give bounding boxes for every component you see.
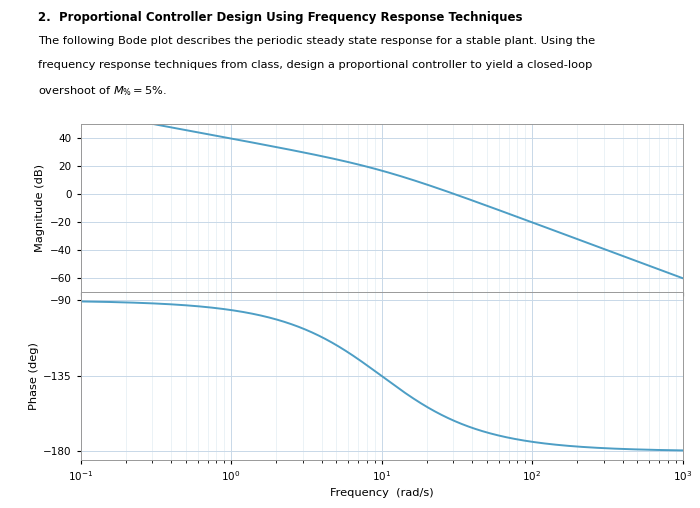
Text: 2.  Proportional Controller Design Using Frequency Response Techniques: 2. Proportional Controller Design Using … xyxy=(38,11,523,24)
Text: overshoot of $M_{\%} = 5\%$.: overshoot of $M_{\%} = 5\%$. xyxy=(38,84,167,98)
Y-axis label: Magnitude (dB): Magnitude (dB) xyxy=(36,164,46,252)
Y-axis label: Phase (deg): Phase (deg) xyxy=(29,342,38,410)
X-axis label: Frequency  (rad/s): Frequency (rad/s) xyxy=(330,488,433,498)
Text: The following Bode plot describes the periodic steady state response for a stabl: The following Bode plot describes the pe… xyxy=(38,36,596,46)
Text: frequency response techniques from class, design a proportional controller to yi: frequency response techniques from class… xyxy=(38,60,593,70)
